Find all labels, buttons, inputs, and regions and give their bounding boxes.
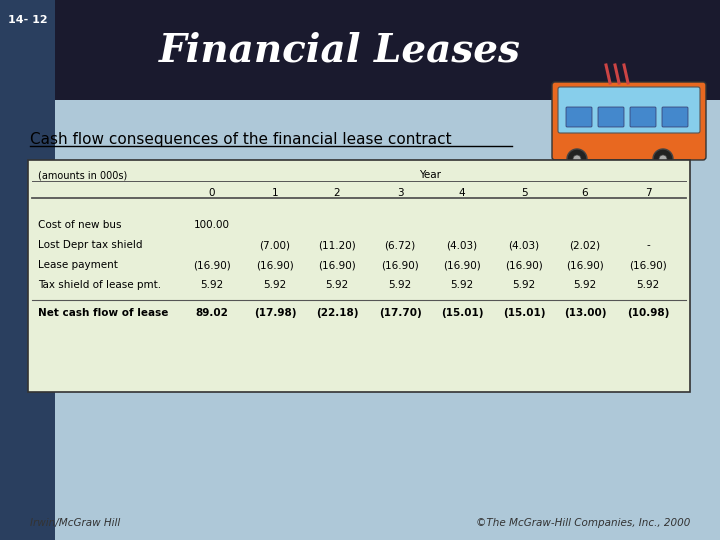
Text: (10.98): (10.98) bbox=[627, 308, 669, 318]
Text: Lost Depr tax shield: Lost Depr tax shield bbox=[38, 240, 143, 250]
Text: ©The McGraw-Hill Companies, Inc., 2000: ©The McGraw-Hill Companies, Inc., 2000 bbox=[476, 518, 690, 528]
Text: 5.92: 5.92 bbox=[573, 280, 597, 290]
Circle shape bbox=[567, 149, 587, 169]
Text: Net cash flow of lease: Net cash flow of lease bbox=[38, 308, 168, 318]
Text: 5.92: 5.92 bbox=[388, 280, 412, 290]
Text: 2: 2 bbox=[333, 188, 341, 198]
Text: (16.90): (16.90) bbox=[193, 260, 231, 270]
Text: 5: 5 bbox=[521, 188, 527, 198]
Text: (7.00): (7.00) bbox=[259, 240, 290, 250]
Text: (16.90): (16.90) bbox=[505, 260, 543, 270]
Text: 5.92: 5.92 bbox=[513, 280, 536, 290]
Text: Financial Leases: Financial Leases bbox=[159, 31, 521, 69]
FancyBboxPatch shape bbox=[566, 107, 592, 127]
Text: 89.02: 89.02 bbox=[196, 308, 228, 318]
Text: (11.20): (11.20) bbox=[318, 240, 356, 250]
Circle shape bbox=[573, 155, 581, 163]
Circle shape bbox=[659, 155, 667, 163]
Text: (6.72): (6.72) bbox=[384, 240, 415, 250]
Text: Lease payment: Lease payment bbox=[38, 260, 118, 270]
Text: 5.92: 5.92 bbox=[264, 280, 287, 290]
Text: (16.90): (16.90) bbox=[256, 260, 294, 270]
FancyBboxPatch shape bbox=[630, 107, 656, 127]
Text: (4.03): (4.03) bbox=[446, 240, 477, 250]
Text: -: - bbox=[646, 240, 650, 250]
FancyBboxPatch shape bbox=[662, 107, 688, 127]
Text: 5.92: 5.92 bbox=[451, 280, 474, 290]
Text: (15.01): (15.01) bbox=[503, 308, 545, 318]
Text: (16.90): (16.90) bbox=[443, 260, 481, 270]
Text: 3: 3 bbox=[397, 188, 403, 198]
Text: 5.92: 5.92 bbox=[200, 280, 224, 290]
Text: (16.90): (16.90) bbox=[629, 260, 667, 270]
Text: Cash flow consequences of the financial lease contract: Cash flow consequences of the financial … bbox=[30, 132, 451, 147]
Text: 5.92: 5.92 bbox=[636, 280, 660, 290]
Text: 5.92: 5.92 bbox=[325, 280, 348, 290]
Text: (13.00): (13.00) bbox=[564, 308, 606, 318]
Text: Irwin/McGraw Hill: Irwin/McGraw Hill bbox=[30, 518, 120, 528]
Text: Tax shield of lease pmt.: Tax shield of lease pmt. bbox=[38, 280, 161, 290]
FancyBboxPatch shape bbox=[598, 107, 624, 127]
Text: 6: 6 bbox=[582, 188, 588, 198]
Text: (amounts in 000s): (amounts in 000s) bbox=[38, 170, 127, 180]
FancyBboxPatch shape bbox=[0, 0, 720, 100]
Text: Cost of new bus: Cost of new bus bbox=[38, 220, 122, 230]
FancyBboxPatch shape bbox=[558, 87, 700, 133]
Circle shape bbox=[653, 149, 673, 169]
FancyBboxPatch shape bbox=[0, 0, 55, 540]
FancyBboxPatch shape bbox=[552, 82, 706, 160]
Text: (2.02): (2.02) bbox=[570, 240, 600, 250]
Text: 4: 4 bbox=[459, 188, 465, 198]
Text: Year: Year bbox=[419, 170, 441, 180]
Text: (17.98): (17.98) bbox=[253, 308, 296, 318]
Text: 1: 1 bbox=[271, 188, 279, 198]
Text: (22.18): (22.18) bbox=[316, 308, 359, 318]
Text: (16.90): (16.90) bbox=[318, 260, 356, 270]
Text: 100.00: 100.00 bbox=[194, 220, 230, 230]
FancyBboxPatch shape bbox=[28, 160, 690, 392]
Text: (17.70): (17.70) bbox=[379, 308, 421, 318]
Text: (16.90): (16.90) bbox=[381, 260, 419, 270]
Text: (16.90): (16.90) bbox=[566, 260, 604, 270]
Text: (15.01): (15.01) bbox=[441, 308, 483, 318]
Text: 14- 12: 14- 12 bbox=[8, 15, 48, 25]
Text: 7: 7 bbox=[644, 188, 652, 198]
Text: 0: 0 bbox=[209, 188, 215, 198]
Text: (4.03): (4.03) bbox=[508, 240, 539, 250]
